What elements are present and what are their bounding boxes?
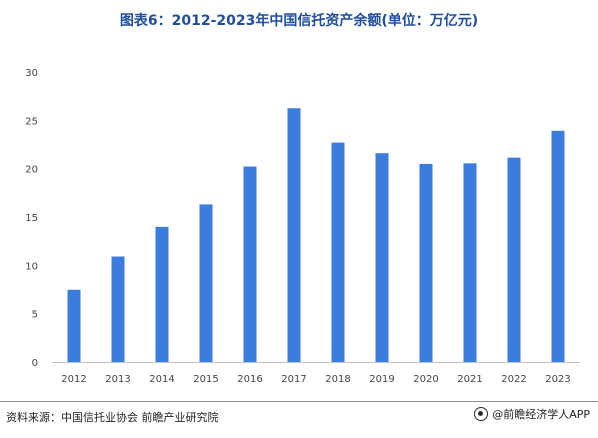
y-tick-label: 20 (25, 165, 38, 176)
y-tick-label: 10 (25, 261, 38, 272)
x-tick-label: 2016 (237, 374, 262, 385)
bar (199, 204, 213, 362)
y-tick-label: 0 (32, 358, 38, 369)
bar (463, 163, 477, 362)
y-tick-label: 30 (25, 68, 38, 79)
x-tick-label: 2015 (193, 374, 218, 385)
footer-divider (0, 401, 598, 438)
x-tick-label: 2018 (325, 374, 350, 385)
x-tick-label: 2012 (61, 374, 86, 385)
x-tick-label: 2023 (545, 374, 570, 385)
bar (551, 130, 565, 362)
source-note: 资料来源：中国信托业协会 前瞻产业研究院 (6, 411, 219, 424)
bar (375, 153, 389, 362)
brand-text: @前瞻经济学人APP (492, 408, 590, 421)
bar (287, 108, 301, 362)
bar (419, 163, 433, 362)
bar (111, 256, 125, 362)
bar (331, 142, 345, 362)
chart-title: 图表6：2012-2023年中国信托资产余额(单位：万亿元) (119, 13, 479, 29)
y-tick-label: 15 (25, 213, 38, 224)
bar (243, 166, 257, 362)
y-tick-label: 25 (25, 116, 38, 127)
bar-chart: 0 5 10 15 20 25 30 2012 2013 2014 2015 2016 2017 2018… (25, 68, 580, 385)
x-tick-label: 2014 (149, 374, 174, 385)
brand-label: @前瞻经济学人APP (474, 406, 590, 422)
bar (155, 226, 169, 362)
x-tick-label: 2021 (457, 374, 482, 385)
y-tick-label: 5 (32, 310, 38, 321)
bar (67, 289, 81, 362)
brand-logo-icon (474, 407, 489, 421)
x-tick-label: 2017 (281, 374, 306, 385)
x-tick-label: 2022 (501, 374, 526, 385)
bar (507, 157, 521, 362)
x-tick-label: 2013 (105, 374, 130, 385)
x-tick-label: 2020 (413, 374, 438, 385)
x-tick-label: 2019 (369, 374, 394, 385)
